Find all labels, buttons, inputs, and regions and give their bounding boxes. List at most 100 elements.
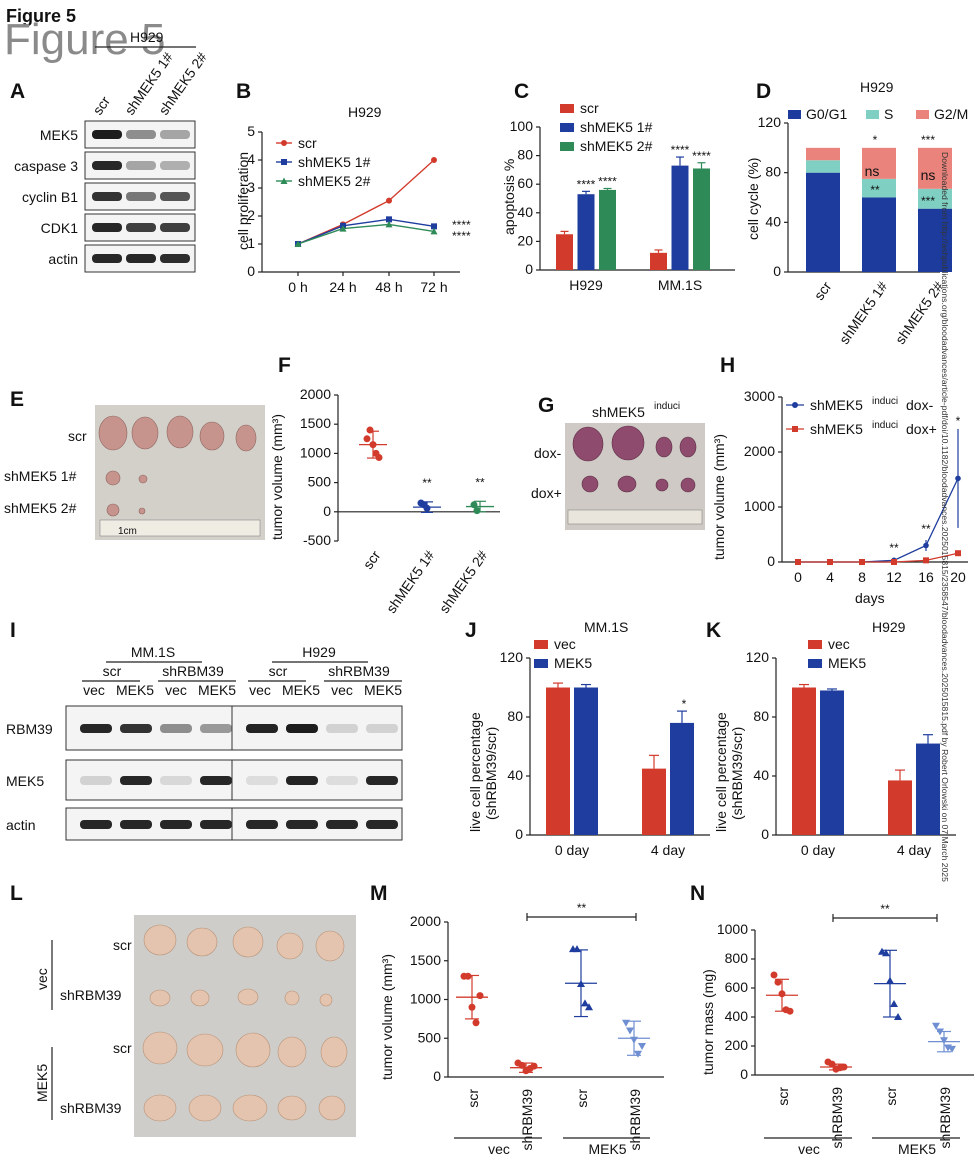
f-xtick-label: scr xyxy=(360,547,384,572)
a-band xyxy=(160,130,190,139)
k-xtick-label: 0 day xyxy=(801,842,835,858)
j-bar xyxy=(574,687,598,835)
d-ylabel: cell cycle (%) xyxy=(745,158,761,240)
c-bar xyxy=(577,194,595,270)
g-tumor xyxy=(680,477,696,493)
i-lane-label: MEK5 xyxy=(198,682,236,698)
d-bar-seg xyxy=(806,172,840,272)
f-point xyxy=(363,435,371,443)
b-title: H929 xyxy=(348,104,382,120)
h-line-0 xyxy=(798,478,959,563)
c-xtick-label: MM.1S xyxy=(658,277,702,293)
i-blot-stack: MM.1S scr shRBM39 vec MEK5 vec MEK5 H929 scr shRB… xyxy=(6,644,403,841)
f-point xyxy=(470,501,478,509)
j-ytick-label: 80 xyxy=(507,708,523,724)
b-sig-1: **** xyxy=(452,218,471,232)
h-sig: ** xyxy=(921,522,931,536)
a-row-label: MEK5 xyxy=(40,127,78,143)
b-point xyxy=(385,220,393,228)
n-point xyxy=(786,1007,794,1015)
i-lane-label: vec xyxy=(331,682,353,698)
d-annotation: ** xyxy=(870,183,880,197)
a-band xyxy=(126,130,156,139)
i-band xyxy=(366,820,398,829)
n-group-mek5: MEK5 xyxy=(898,1141,936,1157)
d-bar-seg xyxy=(862,147,896,179)
i-band xyxy=(160,776,192,785)
k-bar xyxy=(820,690,844,835)
f-chart: -500 0 500 1000 1500 2000 scr shMEK5 1# ** shMEK5… xyxy=(300,386,500,616)
c-sig: **** xyxy=(577,177,596,191)
d-title: H929 xyxy=(860,79,894,95)
j-chart: live cell percentage (shRBM39/scr) 0 40 80 12… xyxy=(467,636,710,858)
a-row-label: caspase 3 xyxy=(14,158,78,174)
e-tumor xyxy=(166,415,194,449)
a-band xyxy=(92,130,122,139)
g-tumor xyxy=(581,475,599,493)
a-band xyxy=(92,254,122,263)
m-point xyxy=(518,1061,526,1069)
n-ytick-label: 400 xyxy=(725,1008,749,1024)
m-point xyxy=(622,1019,630,1027)
j-bar xyxy=(642,768,666,835)
n-point xyxy=(828,1060,836,1068)
n-xtick-label: scr xyxy=(883,1087,899,1106)
d-annotation: ns xyxy=(921,167,936,183)
c-bar xyxy=(693,168,710,270)
h-ytick-label: 1000 xyxy=(744,498,775,514)
d-legend-swatch xyxy=(916,110,929,119)
n-point xyxy=(932,1022,940,1030)
d-bar-seg xyxy=(862,178,896,198)
e-tumor xyxy=(199,421,225,451)
f-point xyxy=(375,453,383,461)
panel-label-l: L xyxy=(10,882,23,905)
c-ytick-label: 100 xyxy=(510,118,534,134)
k-bar xyxy=(792,687,816,835)
n-chart: 0 200 400 600 800 1000 scr shRBM39 scr shRBM39 ** v… xyxy=(717,902,974,1157)
b-ytick-label: 4 xyxy=(247,151,255,167)
i-sub-scr: scr xyxy=(269,663,288,679)
a-band xyxy=(160,223,190,232)
b-legend-marker xyxy=(280,177,288,184)
l-row-scr-2: scr xyxy=(113,1040,132,1056)
m-point xyxy=(573,945,581,953)
n-xtick-label: scr xyxy=(775,1087,791,1106)
m-point xyxy=(638,1043,646,1050)
panel-label-j: J xyxy=(465,619,477,642)
l-tumor xyxy=(318,1095,346,1121)
m-ytick-label: 1500 xyxy=(410,952,441,968)
c-ytick-label: 0 xyxy=(525,261,533,277)
l-tumor xyxy=(143,1094,177,1122)
f-point xyxy=(473,507,481,515)
j-legend-label: vec xyxy=(554,636,576,652)
d-legend-swatch xyxy=(866,110,879,119)
d-annotation: ns xyxy=(865,163,880,179)
i-lane-label: MEK5 xyxy=(282,682,320,698)
g-tumor xyxy=(611,425,645,461)
c-bar xyxy=(671,165,689,270)
c-sig: **** xyxy=(671,143,690,157)
e-tumor xyxy=(138,507,146,515)
j-bar xyxy=(670,722,694,835)
g-tumor xyxy=(617,475,637,493)
k-legend-label: vec xyxy=(828,636,850,652)
l-tumors xyxy=(142,924,348,1122)
j-xtick-label: 0 day xyxy=(555,842,589,858)
i-band xyxy=(160,820,192,829)
j-ytick-label: 120 xyxy=(500,649,524,665)
l-tumor xyxy=(319,993,333,1007)
k-ytick-label: 40 xyxy=(753,767,769,783)
h-point xyxy=(795,559,801,565)
k-ylabel-1: live cell percentage xyxy=(713,712,729,832)
l-tumor xyxy=(190,989,210,1007)
b-legend-marker xyxy=(281,140,287,146)
i-row-label: MEK5 xyxy=(6,773,44,789)
a-band xyxy=(92,161,122,170)
n-ytick-label: 600 xyxy=(725,979,749,995)
e-row-shmek5-2: shMEK5 2# xyxy=(4,500,77,516)
i-band xyxy=(246,776,278,785)
l-group-mek5: MEK5 xyxy=(34,1064,50,1102)
m-chart: 0 500 1000 1500 2000 scr shRBM39 scr shRBM39 ** ve… xyxy=(410,901,664,1157)
b-line-1 xyxy=(297,218,435,245)
g-title: shMEK5 xyxy=(592,404,645,420)
